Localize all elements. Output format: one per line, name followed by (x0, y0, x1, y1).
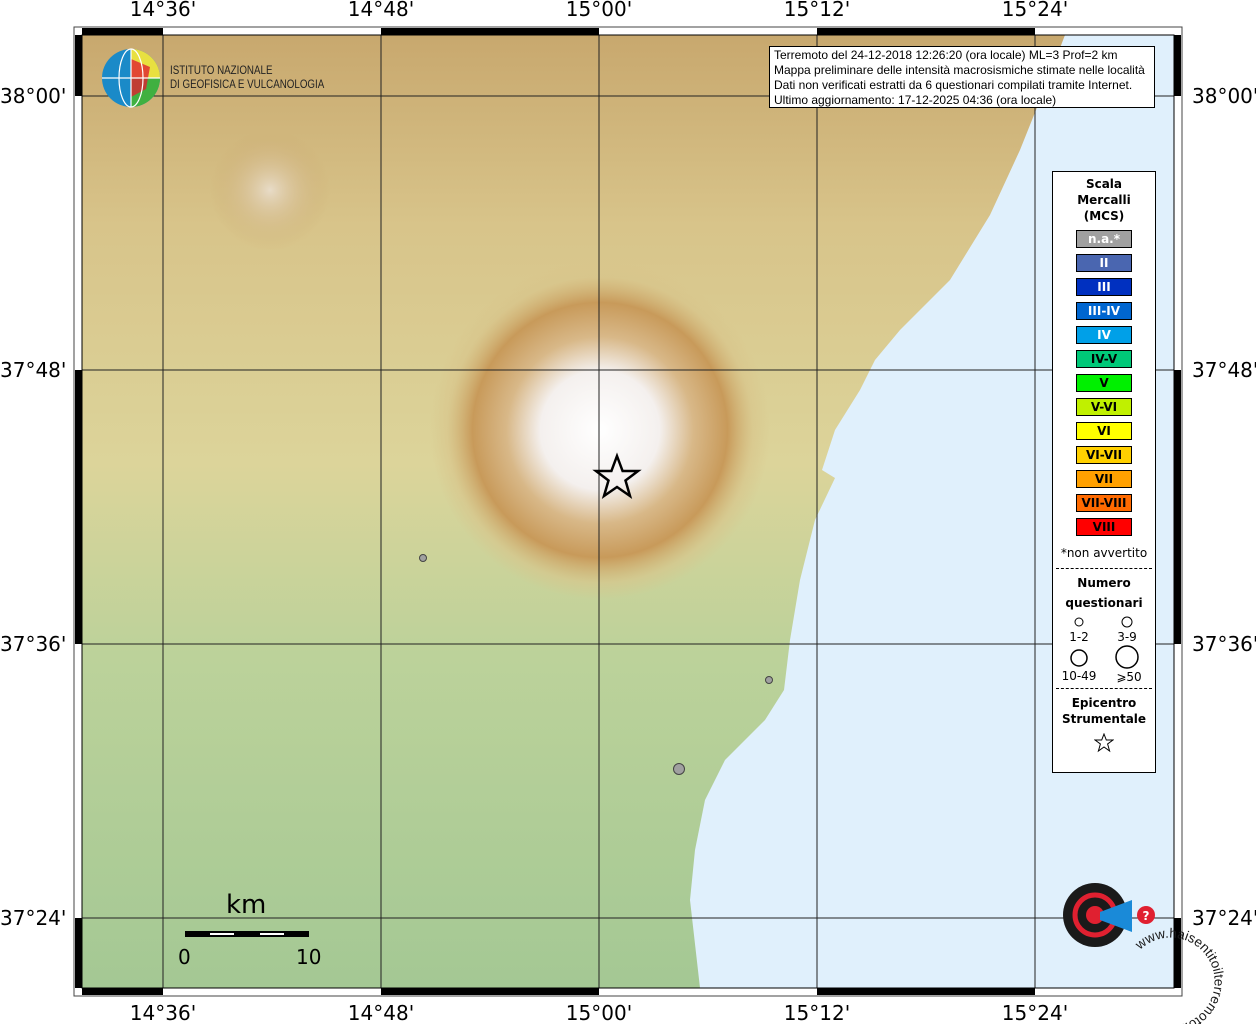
legend-note: *non avvertito (1060, 546, 1148, 560)
intensity-swatch: IV (1076, 326, 1132, 344)
ingv-logo-text: ISTITUTO NAZIONALE DI GEOFISICA E VULCAN… (170, 64, 324, 92)
lon-label: 14°36' (129, 0, 197, 21)
event-line: Terremoto del 24-12-2018 12:26:20 (ora l… (774, 48, 1118, 62)
lat-label: 37°36' (1192, 632, 1256, 656)
lon-label: 15°12' (783, 0, 851, 21)
scale-max: 10 (296, 945, 322, 969)
lat-label: 37°48' (1192, 358, 1256, 382)
count-label: 1-2 (1069, 630, 1089, 644)
star-icon (1093, 732, 1115, 753)
map-frame (73, 26, 1183, 997)
count-label: ⩾50 (1116, 670, 1141, 683)
intensity-swatch: VI-VII (1076, 446, 1132, 464)
map-description: Mappa preliminare delle intensità macros… (774, 63, 1145, 77)
intensity-swatch: n.a.* (1076, 230, 1132, 248)
intensity-swatch: III (1076, 278, 1132, 296)
last-update: Ultimo aggiornamento: 17-12-2025 04:36 (… (774, 93, 1057, 107)
locality-point[interactable] (419, 554, 427, 562)
data-note: Dati non verificati estratti da 6 questi… (774, 78, 1133, 92)
svg-text:?: ? (1143, 909, 1150, 923)
epicenter-title: Epicentro Strumentale (1061, 696, 1147, 726)
intensity-swatch: VII-VIII (1076, 494, 1132, 512)
count-symbols: 1-2 3-9 10-49 ⩾50 (1062, 616, 1142, 684)
locality-point[interactable] (765, 676, 773, 684)
lon-label: 14°36' (129, 1001, 197, 1024)
lat-label: 38°00' (1192, 84, 1256, 108)
locality-point[interactable] (673, 763, 685, 775)
lat-label: 37°48' (0, 358, 67, 382)
count-title: Numero questionari (1065, 576, 1143, 610)
lon-label: 15°24' (1001, 1001, 1069, 1024)
count-label: 10-49 (1062, 669, 1097, 683)
intensity-swatch: VIII (1076, 518, 1132, 536)
intensity-swatch: V-VI (1076, 398, 1132, 416)
logo-line: DI GEOFISICA E VULCANOLOGIA (170, 79, 325, 91)
lon-label: 14°48' (347, 1001, 415, 1024)
lat-label: 37°36' (0, 632, 67, 656)
lat-label: 38°00' (0, 84, 67, 108)
lon-label: 15°24' (1001, 0, 1069, 21)
lat-label: 37°24' (1192, 906, 1256, 930)
scale-min: 0 (178, 945, 191, 969)
etna-volcano (425, 255, 775, 605)
lon-label: 15°12' (783, 1001, 851, 1024)
legend: Scala Mercalli (MCS) n.a.* II III III-IV IV IV-… (1052, 171, 1156, 773)
lon-label: 15°00' (565, 0, 633, 21)
legend-title: Scala Mercalli (MCS) (1077, 177, 1131, 223)
event-info-box: Terremoto del 24-12-2018 12:26:20 (ora l… (769, 46, 1155, 108)
intensity-swatch: V (1076, 374, 1132, 392)
lon-label: 14°48' (347, 0, 415, 21)
epicenter-star-icon[interactable] (592, 452, 642, 500)
intensity-swatch: III-IV (1076, 302, 1132, 320)
scale-bar: km 0 10 (178, 890, 322, 970)
intensity-swatch: VII (1076, 470, 1132, 488)
intensity-swatch: VI (1076, 422, 1132, 440)
logo-line: ISTITUTO NAZIONALE (170, 65, 273, 77)
scale-unit: km (226, 890, 267, 920)
lat-label: 37°24' (0, 906, 67, 930)
ingv-globe-logo (102, 48, 160, 108)
count-label: 3-9 (1117, 630, 1137, 644)
intensity-swatch: II (1076, 254, 1132, 272)
lon-label: 15°00' (565, 1001, 633, 1024)
graticule (82, 35, 1174, 988)
intensity-swatch: IV-V (1076, 350, 1132, 368)
